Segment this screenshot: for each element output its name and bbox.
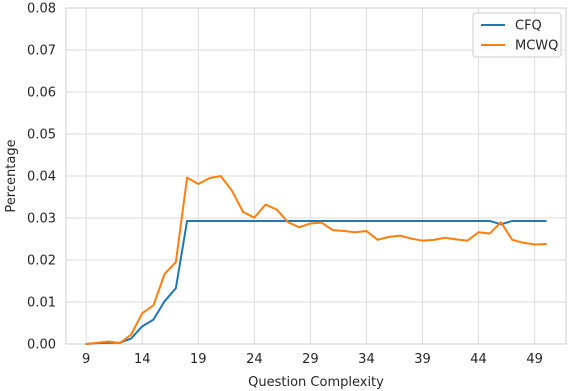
y-tick-label: 0.03	[27, 212, 56, 227]
y-tick-label: 0.06	[27, 86, 56, 101]
y-tick-label: 0.08	[27, 2, 56, 17]
x-tick-label: 34	[358, 352, 375, 367]
y-tick-label: 0.01	[27, 296, 56, 311]
y-tick-label: 0.05	[27, 128, 56, 143]
series-layer	[85, 175, 547, 345]
legend-label-cfq: CFQ	[515, 19, 542, 34]
tick-labels: 0.00 0.01 0.02 0.03 0.04 0.05 0.06 0.07 0.08 9 14 1…	[27, 2, 543, 368]
x-tick-label: 14	[134, 352, 151, 367]
grid	[66, 7, 566, 345]
legend: CFQ MCWQ	[472, 12, 562, 58]
x-axis-label: Question Complexity	[248, 375, 384, 390]
x-tick-label: 19	[190, 352, 207, 367]
x-tick-label: 29	[302, 352, 319, 367]
y-axis-label: Percentage	[4, 139, 19, 212]
axes	[65, 7, 567, 345]
legend-label-mcwq: MCWQ	[515, 39, 558, 54]
series-line-cfq	[85, 219, 547, 345]
series-line-mcwq	[85, 175, 547, 345]
y-tick-label: 0.07	[27, 44, 56, 59]
y-tick-label: 0.04	[27, 170, 56, 185]
x-tick-label: 24	[246, 352, 263, 367]
plot-frame	[65, 7, 567, 345]
x-tick-label: 39	[414, 352, 431, 367]
x-tick-label: 9	[82, 352, 90, 367]
x-tick-label: 49	[526, 352, 543, 367]
x-tick-label: 44	[470, 352, 487, 367]
y-tick-label: 0.00	[27, 338, 56, 353]
y-tick-label: 0.02	[27, 254, 56, 269]
